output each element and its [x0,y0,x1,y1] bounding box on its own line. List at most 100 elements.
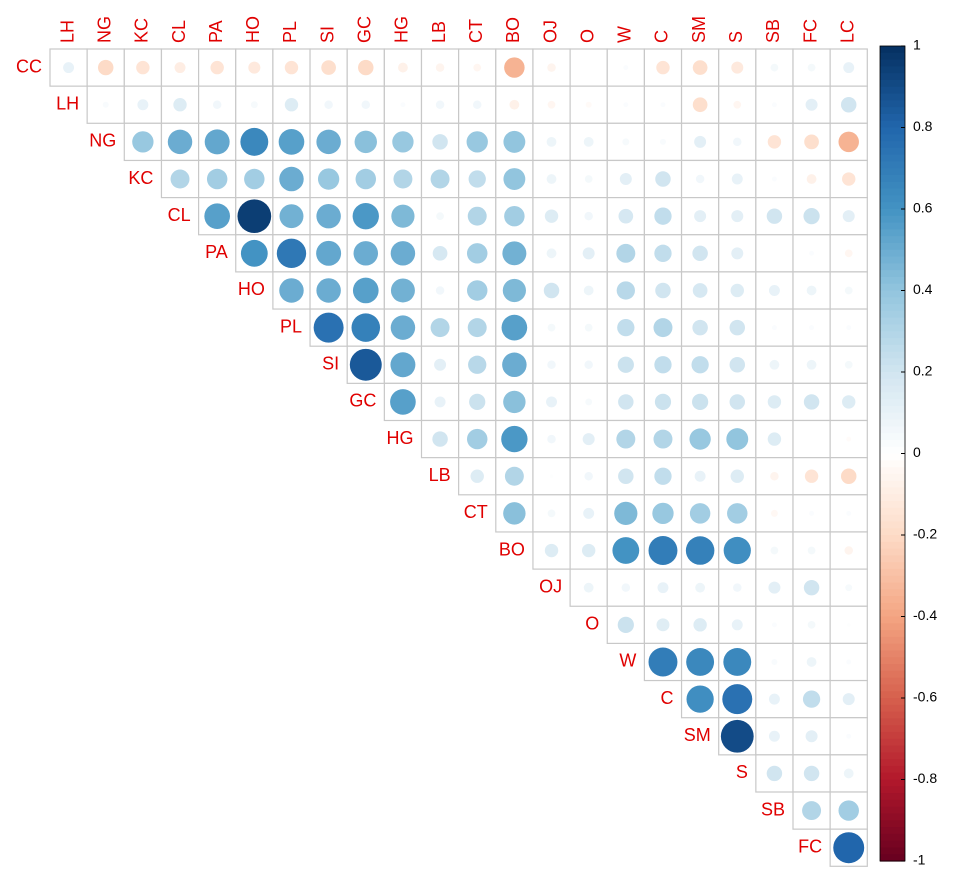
row-label: O [585,614,599,634]
row-label: SI [322,354,339,374]
row-label: HG [387,428,414,448]
corr-circle [279,204,304,229]
corr-circle [250,101,258,109]
corr-circle [434,358,447,371]
corr-circle [691,356,709,374]
colorbar-segment [880,86,905,95]
corr-circle [771,622,777,628]
corr-circle [167,129,193,155]
corr-circle [692,97,708,113]
colorbar-segment [880,453,905,461]
corr-circle [391,204,415,228]
corr-circle [400,102,406,108]
cell [606,419,646,459]
corr-circle [430,318,450,338]
colorbar-tick-label: -0.2 [913,526,937,542]
colorbar-segment [880,215,905,224]
colorbar-segment [880,188,905,197]
colorbar-tick-label: 0.2 [913,363,933,379]
colorbar-segment [880,840,905,849]
colorbar-segment [880,324,905,332]
corr-circle [803,579,820,596]
corr-circle [733,137,742,147]
corr-circle [842,395,856,409]
row-label: CT [464,502,488,522]
corr-circle [731,247,744,260]
colorbar-segment [880,636,905,645]
corr-circle [807,546,816,555]
colorbar-segment [880,602,905,611]
colorbar-segment [880,256,905,264]
column-label: O [577,29,597,43]
column-label: W [615,26,635,43]
colorbar-segment [880,562,905,570]
corr-circle [694,210,707,223]
colorbar-segment [880,596,905,604]
corr-circle [770,63,779,72]
corr-circle [767,395,782,409]
corr-circle [584,175,593,183]
colorbar-segment [880,806,905,815]
colorbar-segment [880,487,905,495]
corr-circle [352,202,379,230]
corr-circle [720,719,754,753]
colorbar-segment [880,725,905,733]
row-label: NG [89,131,116,151]
cell [569,48,608,87]
row-label: C [661,688,674,708]
colorbar-segment [880,66,905,74]
corr-circle [210,60,224,75]
colorbar-segment [880,786,905,794]
corr-circle [546,396,557,408]
colorbar-segment [880,168,905,176]
colorbar-segment [880,745,905,753]
colorbar-segment [880,514,905,523]
column-label: KC [132,18,152,43]
column-label: SI [317,26,337,43]
corr-circle [244,168,265,190]
corr-circle [584,211,593,221]
row-label: PL [280,316,302,336]
colorbar-segment [880,276,905,285]
colorbar-segment [880,283,905,292]
corr-circle [809,250,815,256]
corr-circle [731,619,743,631]
colorbar-tick-label: 1 [913,37,921,53]
column-label: PL [280,21,300,43]
colorbar-segment [880,684,905,692]
cell [755,234,794,273]
colorbar-segment [880,718,905,726]
corr-circle [733,583,742,592]
colorbar-segment [880,147,905,156]
colorbar-segment [880,222,905,230]
corr-circle [846,510,852,516]
corr-circle [547,434,556,444]
colorbar-segment [880,378,905,387]
colorbar-segment [880,161,905,169]
colorbar-segment [880,412,905,421]
corr-circle [466,280,488,301]
corr-circle [279,278,304,303]
colorbar-segment [880,704,905,713]
corr-circle [618,208,634,224]
corr-circle [771,176,777,182]
colorbar-tick-label: 0.4 [913,281,933,297]
corr-circle [840,96,857,113]
corr-circle [136,60,150,75]
corr-circle [846,325,852,331]
corr-circle [469,393,486,411]
corr-circle [436,212,444,221]
colorbar-segment [880,439,905,448]
colorbar-segment [880,242,905,251]
corr-circle [844,360,853,369]
column-label: LH [57,20,77,43]
corr-circle [503,168,526,190]
corr-circle [102,101,109,108]
corr-circle [846,659,852,665]
corr-circle [729,319,746,336]
corr-circle [468,355,487,374]
colorbar-segment [880,643,905,652]
corr-circle [502,278,526,303]
row-label: S [736,762,748,782]
corr-circle [546,248,557,259]
